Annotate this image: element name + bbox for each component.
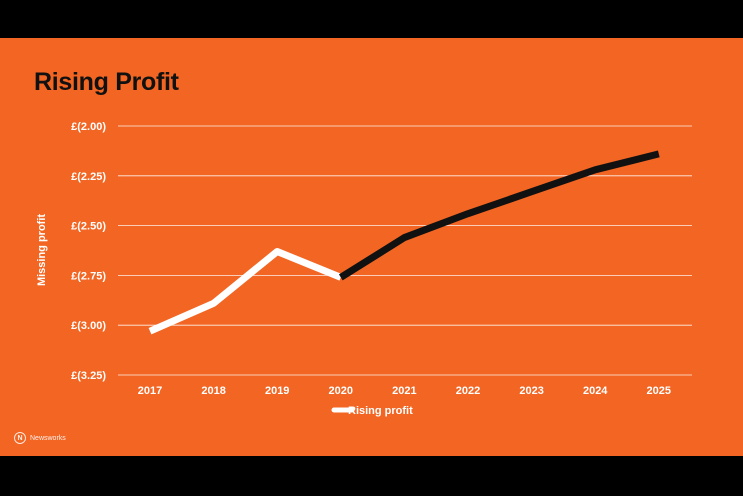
x-tick-label: 2024 [583, 385, 608, 397]
y-axis-ticks: £(2.00) £(2.25) £(2.50) £(2.75) £(3.00) £(3.2… [71, 121, 106, 382]
x-tick-label: 2025 [647, 385, 671, 397]
y-tick-label: £(3.25) [71, 370, 106, 382]
line-chart: £(2.00) £(2.25) £(2.50) £(2.75) £(3.00) £(3.2… [0, 38, 743, 456]
y-tick-label: £(2.25) [71, 171, 106, 183]
x-tick-label: 2020 [329, 385, 353, 397]
x-tick-label: 2017 [138, 385, 162, 397]
logo-text: Newsworks [30, 434, 66, 442]
x-tick-label: 2023 [519, 385, 543, 397]
newsworks-logo: N Newsworks [14, 432, 66, 444]
x-tick-label: 2018 [201, 385, 225, 397]
y-tick-label: £(2.50) [71, 221, 106, 233]
y-tick-label: £(2.75) [71, 270, 106, 282]
y-tick-label: £(2.00) [71, 121, 106, 133]
y-axis-label: Missing profit [36, 214, 48, 286]
logo-mark-icon: N [14, 432, 26, 444]
x-tick-label: 2019 [265, 385, 289, 397]
series-line-forecast [338, 150, 660, 281]
series-line-rising-profit [148, 247, 343, 335]
y-tick-label: £(3.00) [71, 320, 106, 332]
chart-title: Rising Profit [34, 68, 179, 96]
x-axis-ticks: 2017 2018 2019 2020 2021 2022 2023 2024 2025 [138, 385, 671, 397]
chart-background [0, 38, 743, 456]
x-tick-label: 2021 [392, 385, 416, 397]
legend: Rising profit [331, 405, 413, 417]
chart-slide: £(2.00) £(2.25) £(2.50) £(2.75) £(3.00) £(3.2… [0, 38, 743, 456]
x-tick-label: 2022 [456, 385, 480, 397]
series-lines [148, 150, 660, 335]
gridlines [118, 125, 692, 376]
legend-label-rising-profit: Rising profit [348, 405, 413, 417]
